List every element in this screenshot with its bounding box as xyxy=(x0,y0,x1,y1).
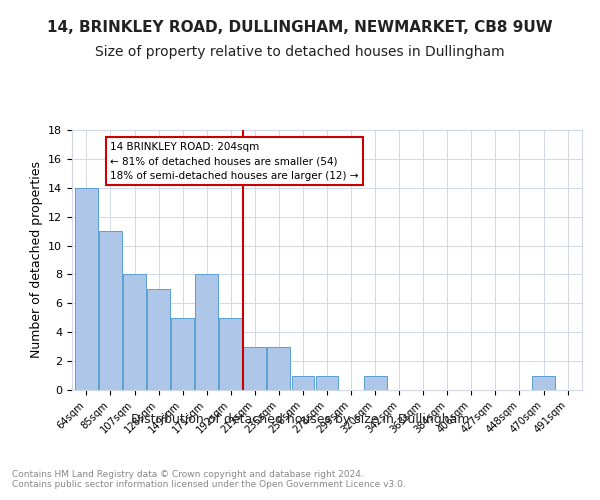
Bar xyxy=(147,289,170,390)
Bar xyxy=(195,274,218,390)
Text: Size of property relative to detached houses in Dullingham: Size of property relative to detached ho… xyxy=(95,45,505,59)
Bar xyxy=(171,318,194,390)
Bar xyxy=(268,346,290,390)
Bar xyxy=(123,274,146,390)
Bar xyxy=(292,376,314,390)
Bar xyxy=(364,376,386,390)
Text: 14, BRINKLEY ROAD, DULLINGHAM, NEWMARKET, CB8 9UW: 14, BRINKLEY ROAD, DULLINGHAM, NEWMARKET… xyxy=(47,20,553,35)
Bar xyxy=(99,231,122,390)
Bar xyxy=(220,318,242,390)
Bar xyxy=(316,376,338,390)
Bar xyxy=(244,346,266,390)
Text: Contains HM Land Registry data © Crown copyright and database right 2024.
Contai: Contains HM Land Registry data © Crown c… xyxy=(12,470,406,490)
Text: 14 BRINKLEY ROAD: 204sqm
← 81% of detached houses are smaller (54)
18% of semi-d: 14 BRINKLEY ROAD: 204sqm ← 81% of detach… xyxy=(110,142,359,181)
Bar xyxy=(75,188,98,390)
Text: Distribution of detached houses by size in Dullingham: Distribution of detached houses by size … xyxy=(131,412,469,426)
Bar xyxy=(532,376,555,390)
Y-axis label: Number of detached properties: Number of detached properties xyxy=(29,162,43,358)
